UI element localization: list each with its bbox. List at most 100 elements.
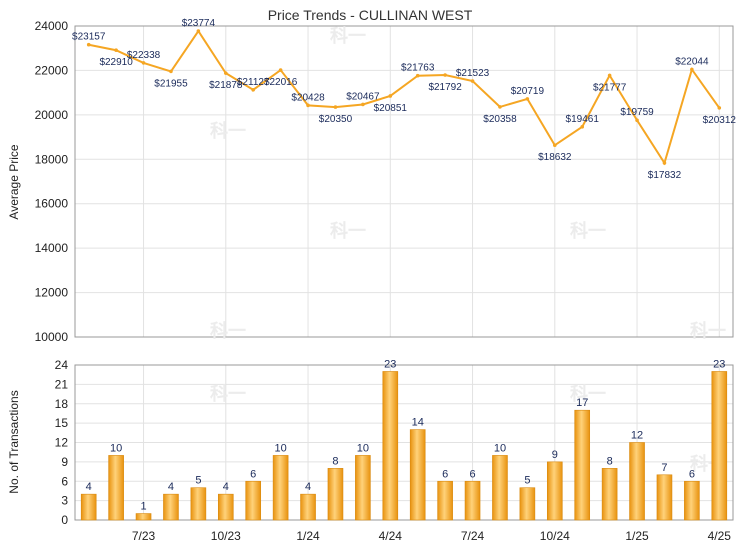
price-point xyxy=(635,118,639,123)
watermark-text: 科一 xyxy=(210,383,246,404)
bar-value-label: 7 xyxy=(661,462,667,474)
bar-value-label: 6 xyxy=(469,468,475,480)
transaction-bar xyxy=(245,480,262,521)
price-data-label: $22016 xyxy=(264,77,298,88)
price-data-label: $19759 xyxy=(620,107,654,118)
y-tick-label-price: 18000 xyxy=(35,152,69,166)
y-tick-label-transactions: 21 xyxy=(55,377,69,391)
y-tick-label-transactions: 12 xyxy=(55,436,69,450)
price-point xyxy=(278,68,283,72)
price-data-label: $20358 xyxy=(483,114,517,125)
price-data-label: $20428 xyxy=(291,92,325,103)
y-tick-label-price: 20000 xyxy=(35,108,69,122)
bar-value-label: 4 xyxy=(305,481,311,493)
plot-frame-transactions xyxy=(74,364,734,521)
price-data-label: $21523 xyxy=(456,68,490,79)
bar-value-label: 10 xyxy=(275,442,287,454)
transaction-bar xyxy=(546,461,563,521)
price-point xyxy=(141,61,146,65)
price-data-label: $21127 xyxy=(237,77,270,88)
x-tick-label: 1/25 xyxy=(625,529,649,543)
price-data-label: $23774 xyxy=(182,18,216,29)
y-tick-label-transactions: 24 xyxy=(55,358,69,372)
x-tick-label: 10/24 xyxy=(540,529,570,543)
y-axis-label-price: Average Price xyxy=(7,144,21,219)
x-tick-label: 4/24 xyxy=(379,529,403,543)
transaction-bar xyxy=(437,480,453,521)
price-data-label: $20851 xyxy=(374,103,408,114)
price-data-label: $21955 xyxy=(154,78,188,89)
price-data-label: $17832 xyxy=(648,170,682,181)
price-data-label: $22338 xyxy=(127,50,161,61)
price-data-label: $20312 xyxy=(703,115,737,126)
transaction-bar xyxy=(519,487,536,521)
price-point xyxy=(443,73,447,77)
y-tick-label-transactions: 0 xyxy=(61,513,68,527)
bar-value-label: 12 xyxy=(631,430,643,442)
transaction-bar xyxy=(492,455,508,521)
transaction-bar xyxy=(300,493,316,521)
bar-value-label: 17 xyxy=(576,397,588,409)
bar-value-label: 23 xyxy=(384,358,396,370)
price-point xyxy=(498,105,502,109)
y-tick-label-transactions: 15 xyxy=(55,416,69,430)
price-point xyxy=(662,161,667,165)
price-data-label: $21777 xyxy=(593,82,627,93)
price-data-label: $23157 xyxy=(72,32,106,43)
price-point xyxy=(525,97,530,101)
y-axis-label-transactions: No. of Transactions xyxy=(7,390,21,493)
price-point xyxy=(580,125,585,129)
y-tick-label-price: 14000 xyxy=(35,241,69,255)
bar-value-label: 4 xyxy=(86,481,92,493)
transaction-bar xyxy=(629,442,645,521)
price-point xyxy=(388,94,393,98)
transaction-bar xyxy=(108,455,124,521)
price-point xyxy=(607,73,612,78)
price-data-label: $21763 xyxy=(401,63,435,74)
bar-value-label: 6 xyxy=(250,468,256,480)
price-point xyxy=(470,79,475,83)
y-tick-label-transactions: 3 xyxy=(61,494,68,508)
x-tick-label: 7/23 xyxy=(132,529,156,543)
chart-title: Price Trends - CULLINAN WEST xyxy=(268,7,473,23)
price-point xyxy=(251,88,256,92)
watermark-text: 科一 xyxy=(690,320,726,341)
price-data-label: $20719 xyxy=(511,86,545,97)
price-data-label: $21792 xyxy=(428,82,462,93)
bar-value-label: 14 xyxy=(412,417,424,429)
x-tick-label: 10/23 xyxy=(211,529,241,543)
price-data-label: $21878 xyxy=(209,80,243,91)
price-point xyxy=(114,48,118,53)
transaction-bar xyxy=(217,493,234,521)
transaction-bar xyxy=(684,480,700,521)
bar-value-label: 5 xyxy=(195,475,201,487)
transaction-bar xyxy=(163,493,179,521)
bar-value-label: 6 xyxy=(442,468,448,480)
bar-value-label: 5 xyxy=(524,475,530,487)
transaction-bar xyxy=(711,371,728,521)
watermark-text: 科一 xyxy=(330,25,366,46)
bar-value-label: 4 xyxy=(223,481,229,493)
y-tick-label-transactions: 18 xyxy=(55,397,69,411)
bar-value-label: 4 xyxy=(168,481,174,493)
price-point xyxy=(333,105,338,109)
bar-value-label: 10 xyxy=(494,442,506,454)
watermark-text: 科一 xyxy=(570,383,606,404)
price-data-label: $20467 xyxy=(346,91,380,102)
price-point xyxy=(717,106,722,110)
y-tick-label-price: 22000 xyxy=(35,63,69,77)
price-data-label: $22044 xyxy=(675,56,709,67)
price-data-label: $22910 xyxy=(99,57,133,68)
bar-value-label: 8 xyxy=(332,455,338,467)
transaction-bar xyxy=(272,455,289,521)
price-point xyxy=(690,67,694,72)
watermark-text: 科一 xyxy=(210,120,246,141)
x-tick-label: 1/24 xyxy=(296,529,320,543)
price-point xyxy=(86,42,91,47)
bar-value-label: 10 xyxy=(110,442,122,454)
y-tick-label-price: 16000 xyxy=(35,197,69,211)
price-point xyxy=(223,71,228,75)
bar-value-label: 10 xyxy=(357,442,369,454)
price-point xyxy=(361,102,365,107)
